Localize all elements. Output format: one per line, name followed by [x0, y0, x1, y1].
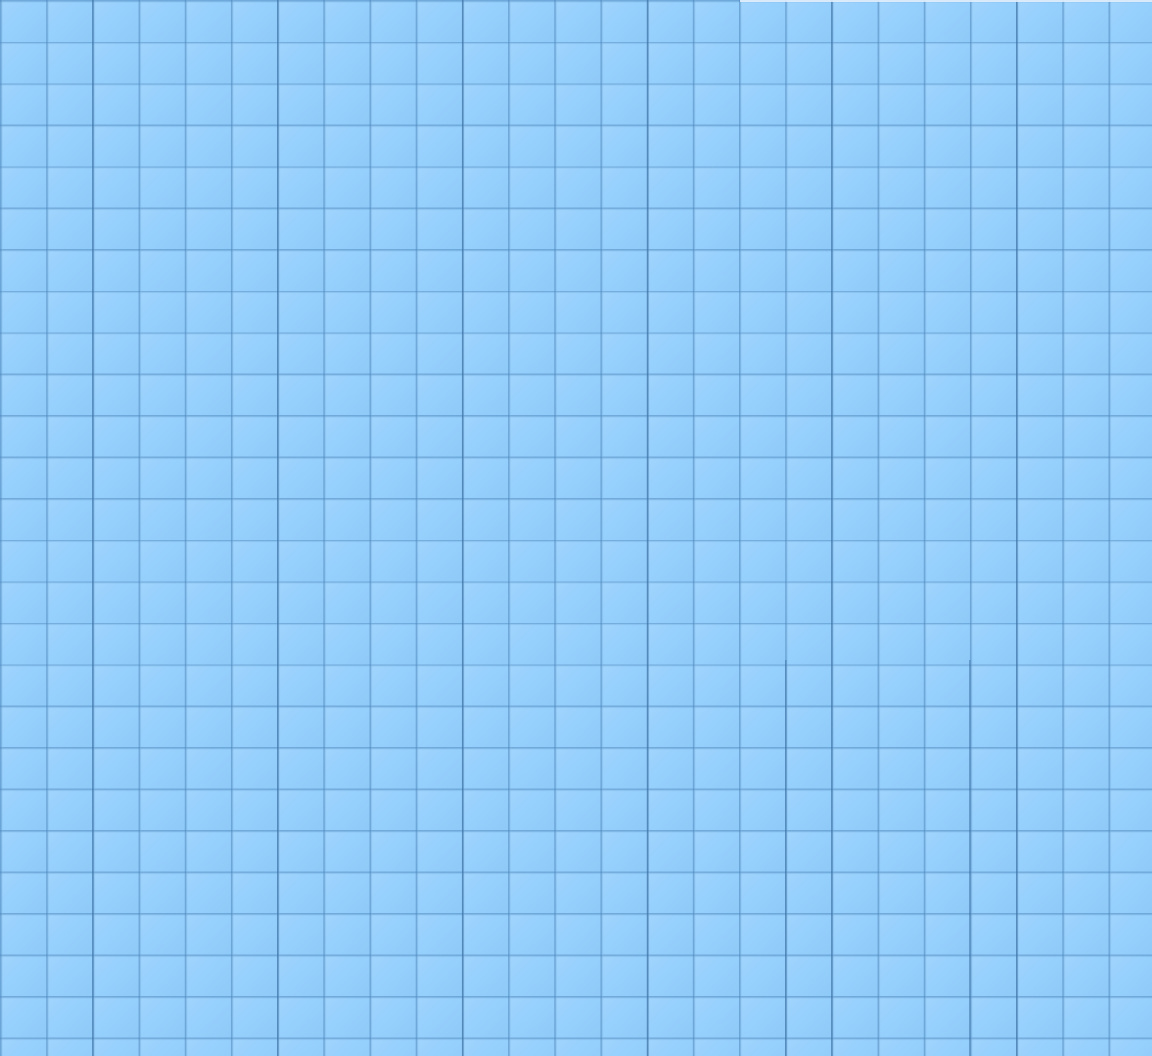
tile-seam — [462, 0, 464, 1056]
tile-seam — [1016, 0, 1018, 1056]
tile-seam — [277, 0, 279, 1056]
top-edge-highlight — [740, 0, 1152, 2]
tile-seam — [92, 0, 94, 1056]
tile-seam — [831, 0, 833, 1056]
tile-seam — [647, 0, 649, 1056]
tile-seam — [785, 660, 787, 1056]
tile-seam — [969, 660, 971, 1056]
